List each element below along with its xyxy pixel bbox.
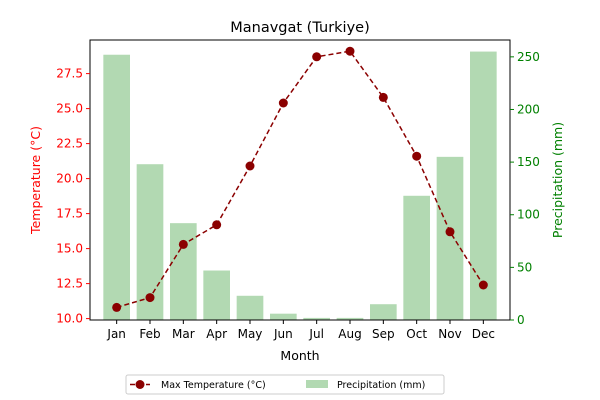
precipitation-bar-sep bbox=[370, 304, 397, 320]
left-y-tick-label: 12.5 bbox=[56, 277, 83, 291]
x-tick-label: Apr bbox=[206, 327, 227, 341]
left-y-tick-label: 10.0 bbox=[56, 312, 83, 326]
left-y-axis-label: Temperature (°C) bbox=[28, 126, 43, 235]
left-y-tick-label: 27.5 bbox=[56, 67, 83, 81]
right-y-tick-label: 250 bbox=[517, 50, 540, 64]
left-y-tick-label: 25.0 bbox=[56, 102, 83, 116]
x-tick-label: Jun bbox=[273, 327, 293, 341]
legend-box bbox=[125, 374, 445, 395]
precipitation-bar-mar bbox=[170, 223, 197, 320]
right-y-tick-label: 200 bbox=[517, 102, 540, 116]
right-y-tick-label: 0 bbox=[517, 313, 525, 327]
temperature-point-sep bbox=[378, 92, 388, 102]
legend-bar-swatch bbox=[306, 380, 328, 388]
x-tick-label: Aug bbox=[338, 327, 361, 341]
left-y-tick-label: 20.0 bbox=[56, 172, 83, 186]
temperature-point-may bbox=[245, 161, 255, 171]
x-tick-label: Jul bbox=[308, 327, 323, 341]
temperature-point-feb bbox=[145, 293, 155, 303]
left-y-tick-label: 17.5 bbox=[56, 207, 83, 221]
x-tick-label: May bbox=[238, 327, 263, 341]
x-axis-label: Month bbox=[280, 348, 319, 363]
chart-title: Manavgat (Turkiye) bbox=[230, 20, 370, 36]
precipitation-bar-aug bbox=[336, 317, 364, 320]
plot-frame bbox=[89, 39, 511, 321]
left-y-tick-label: 15.0 bbox=[56, 242, 83, 256]
precipitation-bar-oct bbox=[403, 195, 430, 320]
x-axis: Jan Feb Mar Apr May Jun Jul Aug Sep Oct Nov Dec bbox=[106, 320, 495, 341]
x-tick-label: Dec bbox=[472, 327, 495, 341]
right-y-tick-label: 150 bbox=[517, 155, 540, 169]
temperature-point-jan bbox=[112, 302, 122, 312]
legend-label-precipitation: Precipitation (mm) bbox=[337, 380, 425, 391]
temperature-point-dec bbox=[478, 280, 488, 290]
right-y-tick-label: 50 bbox=[517, 260, 532, 274]
precipitation-bar-nov bbox=[436, 156, 464, 320]
x-tick-label: Jan bbox=[106, 327, 126, 341]
right-y-axis-label: Precipitation (mm) bbox=[550, 122, 565, 238]
x-tick-label: Sep bbox=[372, 327, 395, 341]
legend-label-temperature: Max Temperature (°C) bbox=[161, 380, 266, 391]
x-tick-label: Nov bbox=[438, 327, 461, 341]
legend-marker-swatch bbox=[135, 380, 145, 389]
temperature-point-oct bbox=[412, 151, 422, 161]
temperature-point-jul bbox=[312, 52, 322, 62]
right-y-tick-label: 100 bbox=[517, 208, 540, 222]
left-y-tick-label: 22.5 bbox=[56, 137, 83, 151]
precipitation-bar-may bbox=[236, 295, 264, 320]
temperature-line-path bbox=[116, 50, 484, 309]
temperature-point-apr bbox=[212, 220, 222, 230]
x-tick-label: Mar bbox=[172, 327, 195, 341]
left-y-axis: 10.0 12.5 15.0 17.5 20.0 22.5 25.0 27.5 bbox=[56, 67, 90, 326]
temperature-point-aug bbox=[345, 46, 355, 56]
temperature-line bbox=[112, 46, 488, 312]
precipitation-bars bbox=[103, 51, 497, 320]
legend: Max Temperature (°C) Precipitation (mm) bbox=[125, 374, 445, 395]
right-y-axis: 0 50 100 150 200 250 bbox=[510, 50, 540, 327]
precipitation-bar-dec bbox=[470, 51, 497, 320]
x-tick-label: Feb bbox=[139, 327, 160, 341]
precipitation-bar-jan bbox=[103, 54, 130, 320]
temperature-point-jun bbox=[278, 98, 288, 108]
precipitation-bar-jul bbox=[303, 317, 330, 320]
temperature-point-mar bbox=[178, 239, 188, 249]
precipitation-bar-apr bbox=[203, 270, 230, 320]
precipitation-bar-jun bbox=[270, 313, 297, 320]
x-tick-label: Oct bbox=[406, 327, 427, 341]
temperature-point-nov bbox=[445, 227, 455, 237]
